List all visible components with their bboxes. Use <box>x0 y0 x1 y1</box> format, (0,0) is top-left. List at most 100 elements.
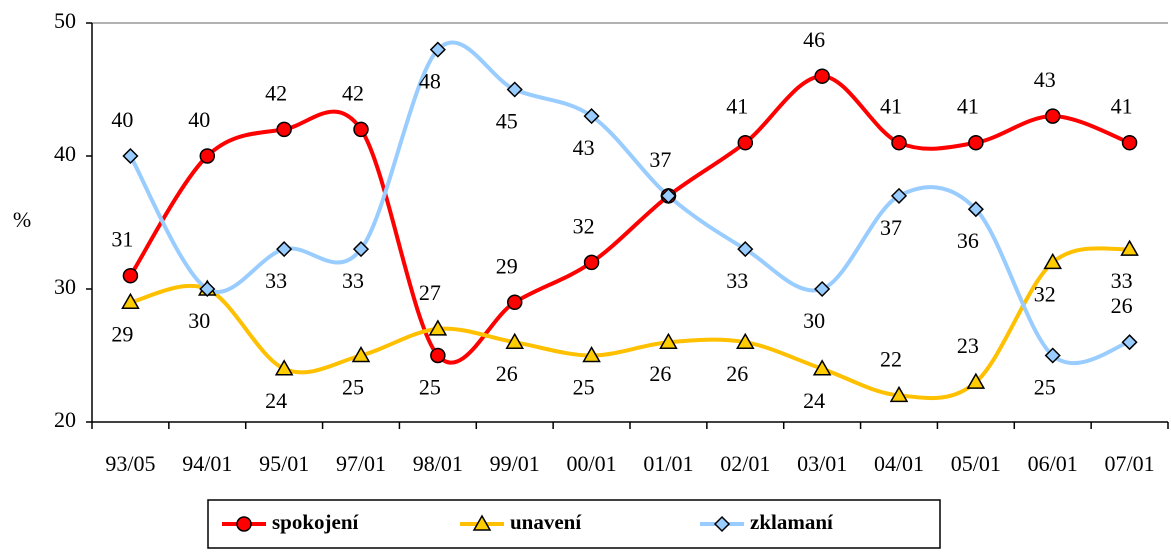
data-label: 40 <box>111 107 133 132</box>
data-label: 24 <box>265 388 287 413</box>
data-label: 36 <box>957 228 979 253</box>
data-label: 43 <box>1034 67 1056 92</box>
data-label: 25 <box>419 375 441 400</box>
marker <box>660 187 677 204</box>
marker <box>352 241 370 258</box>
data-label: 26 <box>726 361 748 386</box>
data-label: 33 <box>342 268 364 293</box>
data-label: 33 <box>726 268 748 293</box>
marker <box>121 292 140 310</box>
x-tick-label: 06/01 <box>1028 451 1078 476</box>
data-label: 27 <box>419 280 441 305</box>
marker <box>966 372 986 389</box>
data-label: 33 <box>265 268 287 293</box>
marker <box>583 108 600 125</box>
data-label: 30 <box>188 308 210 333</box>
marker <box>814 68 830 84</box>
marker <box>353 121 369 138</box>
data-label: 25 <box>573 375 595 400</box>
marker <box>583 254 600 271</box>
marker <box>351 345 371 363</box>
legend-label: unavení <box>510 510 582 534</box>
x-tick-label: 01/01 <box>643 451 693 476</box>
x-tick-label: 00/01 <box>567 451 617 476</box>
x-tick-label: 04/01 <box>874 451 924 476</box>
series-line <box>128 74 1131 365</box>
marker <box>199 280 216 298</box>
data-label: 31 <box>111 227 133 252</box>
marker <box>276 241 293 258</box>
legend-box <box>207 499 941 549</box>
y-tick-label: 30 <box>54 274 76 299</box>
marker <box>1121 134 1138 151</box>
marker <box>472 514 492 531</box>
marker <box>659 332 678 349</box>
data-label: 41 <box>1111 94 1133 119</box>
x-tick-label: 05/01 <box>951 451 1001 476</box>
marker <box>122 267 139 284</box>
x-tick-label: 03/01 <box>797 451 847 476</box>
marker <box>968 134 984 151</box>
data-label: 48 <box>419 69 441 94</box>
marker <box>735 332 755 349</box>
data-label: 23 <box>957 333 979 358</box>
data-label: 41 <box>880 94 902 119</box>
data-label: 42 <box>342 80 364 105</box>
data-label: 37 <box>649 147 671 172</box>
y-tick-label: 40 <box>54 141 76 166</box>
marker <box>199 148 216 164</box>
marker <box>1044 347 1061 364</box>
y-tick-label: 50 <box>54 8 76 33</box>
legend-label: zklamaní <box>750 510 834 534</box>
x-tick-label: 07/01 <box>1105 451 1155 476</box>
marker <box>891 134 907 151</box>
marker <box>1044 108 1061 124</box>
data-label: 25 <box>342 375 364 400</box>
data-label: 30 <box>803 308 825 333</box>
legend: spokojení unavení zklamaní <box>207 499 941 549</box>
marker <box>428 319 448 336</box>
data-label: 45 <box>496 109 518 134</box>
marker <box>430 347 446 364</box>
marker <box>506 294 523 311</box>
marker <box>274 359 294 376</box>
data-label: 41 <box>957 94 979 119</box>
marker <box>889 385 909 403</box>
x-tick-label: 95/01 <box>259 451 309 476</box>
marker <box>276 121 292 138</box>
data-label: 22 <box>880 346 902 371</box>
x-tick-label: 98/01 <box>413 451 463 476</box>
marker <box>1043 252 1063 270</box>
marker <box>737 134 754 151</box>
marker <box>429 41 446 58</box>
x-tick-label: 99/01 <box>490 451 540 476</box>
marker <box>967 201 984 218</box>
data-label: 29 <box>496 253 518 278</box>
data-label: 46 <box>803 27 825 52</box>
data-label: 26 <box>1111 293 1133 318</box>
data-label: 32 <box>573 213 595 238</box>
marker <box>890 187 908 204</box>
x-tick-label: 93/05 <box>105 451 155 476</box>
marker <box>582 345 601 363</box>
data-label: 29 <box>111 321 133 346</box>
data-label: 42 <box>265 80 287 105</box>
data-label: 24 <box>803 388 825 413</box>
marker <box>1120 239 1139 256</box>
legend-label: spokojení <box>272 510 360 534</box>
y-tick-label: 20 <box>54 407 76 432</box>
x-tick-label: 02/01 <box>720 451 770 476</box>
marker <box>814 280 831 298</box>
x-tick-label: 94/01 <box>182 451 232 476</box>
marker <box>236 516 252 532</box>
data-label: 26 <box>496 361 518 386</box>
marker <box>713 515 731 533</box>
data-label: 25 <box>1034 375 1056 400</box>
marker <box>812 359 832 376</box>
marker <box>122 147 139 165</box>
data-label: 41 <box>726 94 748 119</box>
data-label: 40 <box>188 107 210 132</box>
data-label: 26 <box>649 361 671 386</box>
